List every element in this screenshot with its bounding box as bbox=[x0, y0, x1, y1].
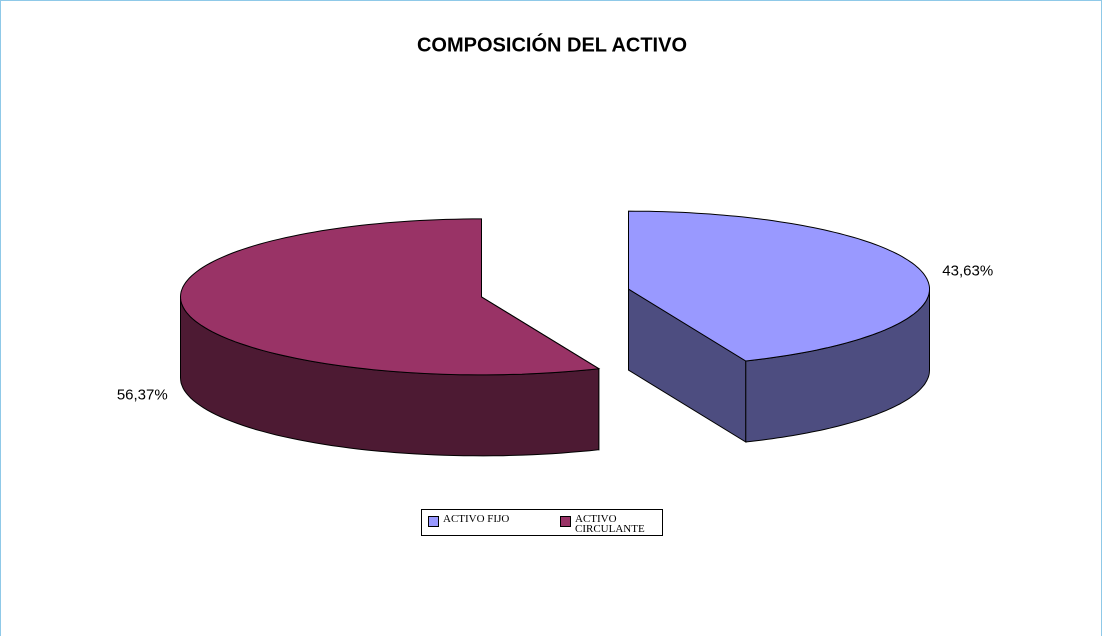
slice bbox=[628, 210, 930, 362]
legend-label: ACTIVO CIRCULANTE bbox=[575, 513, 645, 535]
legend-item: ACTIVO CIRCULANTE bbox=[560, 513, 647, 535]
data-label: 43,63% bbox=[942, 262, 993, 279]
legend-swatch bbox=[428, 516, 439, 527]
legend-swatch bbox=[560, 516, 571, 527]
chart-title: COMPOSICIÓN DEL ACTIVO bbox=[417, 32, 687, 56]
legend-label: ACTIVO FIJO bbox=[443, 513, 510, 525]
slice bbox=[179, 218, 601, 376]
legend: ACTIVO FIJO ACTIVO CIRCULANTE bbox=[421, 509, 663, 536]
data-label: 56,37% bbox=[117, 387, 168, 404]
legend-item: ACTIVO FIJO bbox=[428, 514, 515, 527]
